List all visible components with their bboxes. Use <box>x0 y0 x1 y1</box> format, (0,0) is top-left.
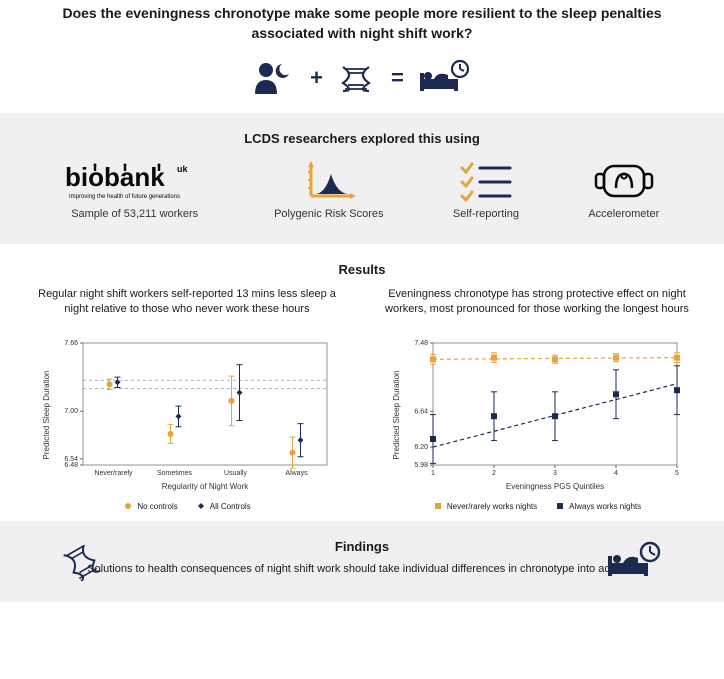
chart2-caption: Eveningness chronotype has strong protec… <box>370 287 704 335</box>
method-biobank: biobank uk Improving the health of futur… <box>65 160 205 220</box>
bed-clock-icon <box>418 59 472 97</box>
bed-clock-icon <box>606 541 664 588</box>
title-section: Does the eveningness chronotype make som… <box>0 0 724 113</box>
legend-item: All Controls <box>196 501 251 511</box>
page-title: Does the eveningness chronotype make som… <box>60 4 664 43</box>
svg-text:Improving the health of future: Improving the health of future generatio… <box>69 194 180 200</box>
findings-text: Solutions to health consequences of nigh… <box>30 562 694 577</box>
legend-item: Never/rarely works nights <box>433 501 537 511</box>
legend-item: No controls <box>123 501 177 511</box>
chart2-legend: Never/rarely works nights Always works ni… <box>370 501 704 511</box>
svg-text:7.00: 7.00 <box>64 408 78 415</box>
svg-text:6.48: 6.48 <box>64 462 78 469</box>
svg-text:5: 5 <box>675 470 679 477</box>
dna-icon <box>60 545 104 586</box>
svg-text:Regularity of Night Work: Regularity of Night Work <box>162 482 250 491</box>
svg-text:7.48: 7.48 <box>414 340 428 347</box>
plus-icon: + <box>310 65 323 91</box>
accelerometer-icon <box>594 160 654 202</box>
svg-text:2: 2 <box>492 470 496 477</box>
person-moon-icon <box>252 60 296 96</box>
chart2: 5.98 6.20 6.64 7.48 1 2 3 4 5 Predicted Sleep Dur… <box>387 335 687 495</box>
svg-text:Usually: Usually <box>224 470 247 477</box>
methods-heading: LCDS researchers explored this using <box>0 131 724 146</box>
svg-text:Never/rarely: Never/rarely <box>94 470 133 477</box>
svg-text:4: 4 <box>614 470 618 477</box>
svg-text:6.64: 6.64 <box>414 409 428 416</box>
checklist-icon <box>458 160 514 202</box>
method-accel: Accelerometer <box>588 160 659 220</box>
methods-row: biobank uk Improving the health of futur… <box>0 160 724 220</box>
method-label: Polygenic Risk Scores <box>274 208 383 220</box>
svg-text:1: 1 <box>431 470 435 477</box>
equals-icon: = <box>391 65 404 91</box>
results-section: Results Regular night shift workers self… <box>0 244 724 521</box>
svg-text:6.54: 6.54 <box>64 456 78 463</box>
chart2-col: Eveningness chronotype has strong protec… <box>370 287 704 511</box>
svg-text:Predicted Sleep Duration: Predicted Sleep Duration <box>42 371 51 460</box>
prs-icon <box>301 160 357 202</box>
svg-text:Eveningness PGS Quintiles: Eveningness PGS Quintiles <box>506 482 604 491</box>
chart1-col: Regular night shift workers self-reporte… <box>20 287 354 511</box>
svg-text:Sometimes: Sometimes <box>157 470 193 477</box>
chart1: 6.486.54 7.00 7.66 Never/rarely Sometimes Usu… <box>37 335 337 495</box>
legend-item: Always works nights <box>555 501 641 511</box>
svg-text:5.98: 5.98 <box>414 462 428 469</box>
svg-text:Predicted Sleep Duration: Predicted Sleep Duration <box>392 371 401 460</box>
svg-text:Always: Always <box>285 470 308 477</box>
svg-text:3: 3 <box>553 470 557 477</box>
svg-text:7.66: 7.66 <box>64 340 78 347</box>
svg-text:6.20: 6.20 <box>414 444 428 451</box>
method-selfreport: Self-reporting <box>453 160 519 220</box>
method-prs: Polygenic Risk Scores <box>274 160 383 220</box>
svg-text:biobank: biobank <box>65 162 165 192</box>
results-heading: Results <box>0 262 724 277</box>
chart1-caption: Regular night shift workers self-reporte… <box>20 287 354 335</box>
findings-section: Findings Solutions to health consequence… <box>0 521 724 601</box>
method-label: Sample of 53,211 workers <box>71 208 198 220</box>
biobank-logo-icon: biobank uk Improving the health of futur… <box>65 160 205 202</box>
chart1-legend: No controls All Controls <box>20 501 354 511</box>
method-label: Accelerometer <box>588 208 659 220</box>
dna-icon <box>337 63 377 93</box>
method-label: Self-reporting <box>453 208 519 220</box>
charts-row: Regular night shift workers self-reporte… <box>0 287 724 511</box>
svg-text:uk: uk <box>177 164 188 174</box>
methods-section: LCDS researchers explored this using bio… <box>0 113 724 244</box>
title-icon-row: + = <box>60 59 664 97</box>
findings-heading: Findings <box>30 539 694 554</box>
